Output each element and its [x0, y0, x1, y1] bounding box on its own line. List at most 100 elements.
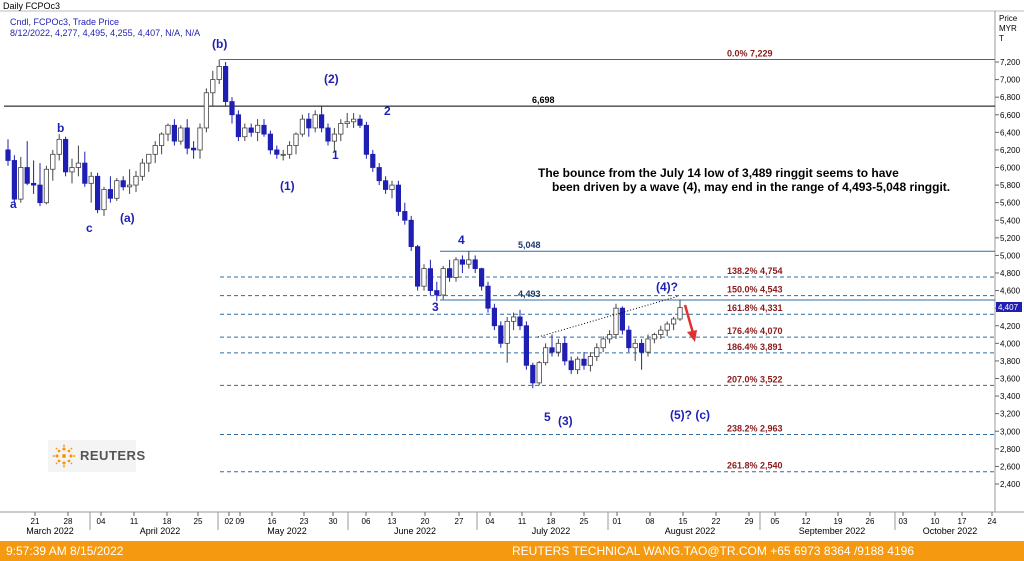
candle-body	[318, 114, 325, 129]
candle-body	[677, 307, 683, 320]
candle-body	[446, 268, 453, 278]
level-label: 186.4% 3,891	[727, 342, 783, 352]
y-tick-label: 5,600	[1000, 199, 1021, 208]
candle-body	[30, 182, 37, 186]
x-tick-label: 28	[64, 517, 73, 526]
x-tick-label: 08	[646, 517, 655, 526]
candle-body	[56, 138, 62, 155]
y-tick-label: 5,200	[1000, 234, 1021, 243]
wave-label: (a)	[120, 211, 135, 225]
y-tick-label: 6,600	[1000, 111, 1021, 120]
wave-label: (4)?	[656, 280, 678, 294]
annotation-box	[530, 162, 912, 196]
candle-body	[350, 118, 357, 123]
candle-body	[101, 189, 107, 211]
x-tick-label: 13	[388, 517, 397, 526]
candle-body	[382, 180, 389, 190]
wave-label: a	[10, 197, 17, 211]
reuters-logo-icon	[52, 444, 76, 468]
series-info: Cndl, FCPOc3, Trade Price	[10, 17, 119, 27]
current-price-tag	[996, 302, 1022, 312]
x-tick-label: 20	[421, 517, 430, 526]
candle-body	[216, 65, 222, 80]
footer-bar: 9:57:39 AM 8/15/2022 REUTERS TECHNICAL W…	[0, 541, 1024, 561]
candle-body	[43, 168, 50, 204]
candle-body	[11, 160, 17, 200]
x-tick-label: 23	[300, 517, 309, 526]
x-tick-label: 11	[518, 517, 527, 526]
level-label: 138.2% 4,754	[727, 266, 783, 276]
wave-label: 1	[332, 148, 339, 162]
candle-body	[594, 347, 600, 357]
y-tick-label: 5,400	[1000, 216, 1021, 225]
month-label: May 2022	[267, 526, 307, 536]
candle-body	[171, 124, 177, 142]
candle-body	[235, 114, 241, 138]
candle-body	[453, 259, 459, 278]
annotation-line-2: been driven by a wave (4), may end in th…	[552, 180, 950, 194]
month-label: June 2022	[394, 526, 436, 536]
candle-body	[133, 175, 139, 186]
candles	[5, 59, 683, 389]
candle-body	[626, 329, 632, 349]
wave-label: (3)	[558, 414, 573, 428]
y-tick-label: 2,400	[1000, 480, 1021, 489]
y-tick-label: 4,600	[1000, 287, 1021, 296]
x-tick-label: 16	[268, 517, 277, 526]
wave-label: 5	[544, 410, 551, 424]
wave-label: 3	[432, 300, 439, 314]
candle-body	[671, 318, 677, 325]
candle-body	[338, 123, 344, 135]
candle-body	[152, 145, 158, 155]
level-label: 5,048	[518, 240, 541, 250]
y-tick-label: 3,200	[1000, 410, 1021, 419]
annotation-line-1: The bounce from the July 14 low of 3,489…	[538, 166, 899, 180]
dotted-trendline	[537, 295, 680, 338]
candle-body	[242, 127, 248, 138]
y-tick-label: 3,600	[1000, 375, 1021, 384]
y-tick-label: 3,800	[1000, 357, 1021, 366]
candle-body	[504, 320, 510, 344]
candle-body	[69, 167, 75, 173]
y-tick-label: 2,800	[1000, 445, 1021, 454]
candle-body	[344, 121, 350, 124]
candle-body	[325, 127, 331, 142]
candle-body	[395, 184, 402, 212]
level-label: 207.0% 3,522	[727, 374, 783, 384]
candle-body	[536, 362, 542, 384]
candle-body	[95, 175, 101, 211]
candle-body	[632, 342, 638, 349]
y-tick-label: 6,800	[1000, 93, 1021, 102]
candle-body	[210, 79, 216, 94]
candle-body	[440, 268, 446, 296]
candle-body	[581, 358, 587, 366]
candle-body	[146, 153, 152, 164]
candle-body	[613, 307, 619, 335]
candle-body	[165, 124, 171, 135]
candle-body	[331, 133, 338, 142]
x-tick-label: 25	[194, 517, 203, 526]
candle-body	[363, 124, 370, 155]
candle-body	[664, 323, 670, 331]
x-tick-label: 10	[931, 517, 940, 526]
candle-body	[389, 184, 395, 190]
wave-label: (2)	[324, 72, 339, 86]
axis-unit-label-myr: MYR	[999, 24, 1017, 33]
x-tick-label: 04	[486, 517, 495, 526]
x-tick-label: 19	[834, 517, 843, 526]
candle-body	[376, 167, 382, 182]
candle-body	[286, 145, 293, 155]
y-tick-label: 2,600	[1000, 462, 1021, 471]
candle-body	[127, 184, 133, 188]
candle-body	[517, 316, 523, 327]
level-label: 150.0% 4,543	[727, 285, 783, 295]
candle-body	[107, 189, 113, 199]
candle-body	[280, 153, 286, 156]
candle-body	[120, 180, 126, 188]
level-label: 4,493	[518, 289, 541, 299]
candle-body	[472, 259, 478, 270]
level-label: 161.8% 4,331	[727, 303, 783, 313]
candle-body	[658, 329, 664, 335]
x-tick-label: 21	[31, 517, 40, 526]
candle-body	[414, 246, 421, 287]
